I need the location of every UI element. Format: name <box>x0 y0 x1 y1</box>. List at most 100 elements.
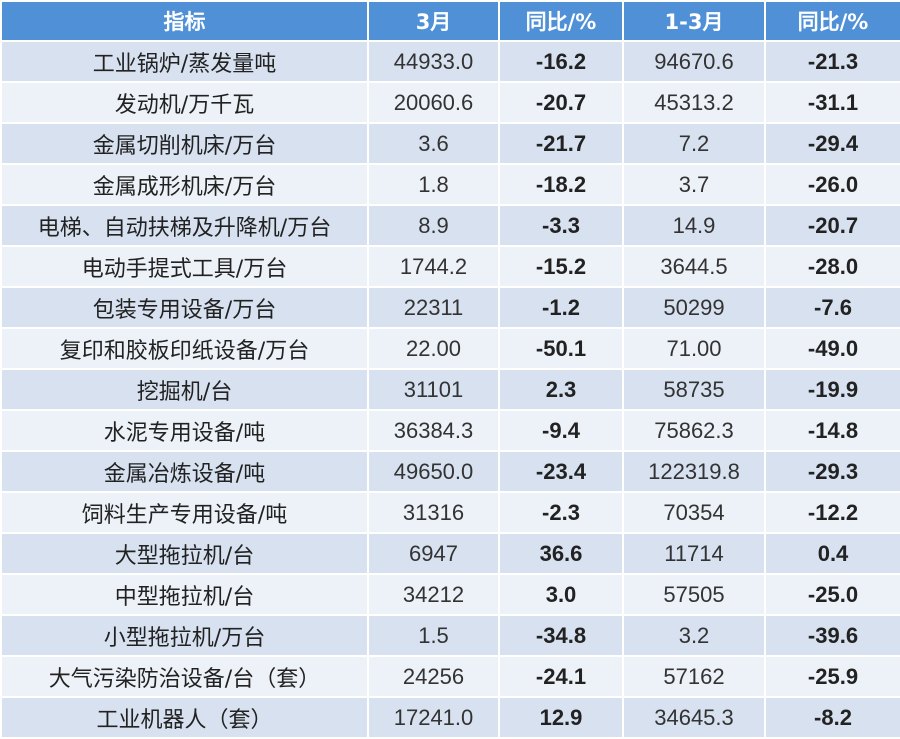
cell-march-yoy: -18.2 <box>498 163 624 206</box>
cell-indicator: 包装专用设备/万台 <box>0 286 369 329</box>
table-row: 发动机/万千瓦 20060.6 -20.7 45313.2 -31.1 <box>0 81 900 124</box>
table-row: 水泥专用设备/吨 36384.3 -9.4 75862.3 -14.8 <box>0 409 900 452</box>
cell-q1-yoy: -49.0 <box>764 327 900 370</box>
cell-indicator: 大气污染防治设备/台（套） <box>0 655 369 698</box>
cell-indicator: 挖掘机/台 <box>0 368 369 411</box>
cell-march: 24256 <box>367 655 500 698</box>
cell-indicator: 发动机/万千瓦 <box>0 81 369 124</box>
cell-march: 3.6 <box>367 122 500 165</box>
cell-march: 6947 <box>367 532 500 575</box>
cell-q1: 71.00 <box>622 327 766 370</box>
cell-q1: 45313.2 <box>622 81 766 124</box>
cell-march: 17241.0 <box>367 696 500 739</box>
cell-q1-yoy: -25.0 <box>764 573 900 616</box>
cell-q1-yoy: -8.2 <box>764 696 900 739</box>
cell-q1-yoy: -31.1 <box>764 81 900 124</box>
cell-march: 8.9 <box>367 204 500 247</box>
cell-march-yoy: -1.2 <box>498 286 624 329</box>
cell-march: 22311 <box>367 286 500 329</box>
cell-indicator: 水泥专用设备/吨 <box>0 409 369 452</box>
cell-indicator: 小型拖拉机/万台 <box>0 614 369 657</box>
cell-march: 34212 <box>367 573 500 616</box>
table-row: 复印和胶板印纸设备/万台 22.00 -50.1 71.00 -49.0 <box>0 327 900 370</box>
cell-q1: 122319.8 <box>622 450 766 493</box>
table-row: 包装专用设备/万台 22311 -1.2 50299 -7.6 <box>0 286 900 329</box>
header-q1: 1-3月 <box>622 0 766 42</box>
cell-march-yoy: -2.3 <box>498 491 624 534</box>
cell-indicator: 金属切削机床/万台 <box>0 122 369 165</box>
cell-march: 20060.6 <box>367 81 500 124</box>
cell-indicator: 饲料生产专用设备/吨 <box>0 491 369 534</box>
cell-march-yoy: 12.9 <box>498 696 624 739</box>
cell-q1-yoy: -25.9 <box>764 655 900 698</box>
cell-march: 1.8 <box>367 163 500 206</box>
cell-q1-yoy: -20.7 <box>764 204 900 247</box>
cell-indicator: 大型拖拉机/台 <box>0 532 369 575</box>
cell-q1: 70354 <box>622 491 766 534</box>
cell-q1: 3644.5 <box>622 245 766 288</box>
table-row: 金属切削机床/万台 3.6 -21.7 7.2 -29.4 <box>0 122 900 165</box>
cell-march-yoy: -20.7 <box>498 81 624 124</box>
cell-march-yoy: -34.8 <box>498 614 624 657</box>
cell-indicator: 金属成形机床/万台 <box>0 163 369 206</box>
cell-march-yoy: -24.1 <box>498 655 624 698</box>
cell-q1-yoy: -26.0 <box>764 163 900 206</box>
cell-q1: 14.9 <box>622 204 766 247</box>
table-row: 大气污染防治设备/台（套） 24256 -24.1 57162 -25.9 <box>0 655 900 698</box>
header-indicator: 指标 <box>0 0 369 42</box>
cell-indicator: 中型拖拉机/台 <box>0 573 369 616</box>
header-row: 指标 3月 同比/% 1-3月 同比/% <box>0 0 900 42</box>
cell-q1-yoy: -7.6 <box>764 286 900 329</box>
cell-march: 22.00 <box>367 327 500 370</box>
cell-march-yoy: -15.2 <box>498 245 624 288</box>
cell-indicator: 工业锅炉/蒸发量吨 <box>0 40 369 83</box>
cell-indicator: 金属冶炼设备/吨 <box>0 450 369 493</box>
cell-q1-yoy: -28.0 <box>764 245 900 288</box>
cell-march: 44933.0 <box>367 40 500 83</box>
cell-q1: 58735 <box>622 368 766 411</box>
cell-q1: 75862.3 <box>622 409 766 452</box>
cell-q1-yoy: -29.3 <box>764 450 900 493</box>
cell-march: 49650.0 <box>367 450 500 493</box>
cell-q1: 94670.6 <box>622 40 766 83</box>
header-march-yoy: 同比/% <box>498 0 624 42</box>
cell-march: 1.5 <box>367 614 500 657</box>
cell-indicator: 复印和胶板印纸设备/万台 <box>0 327 369 370</box>
cell-q1: 57162 <box>622 655 766 698</box>
cell-q1-yoy: -12.2 <box>764 491 900 534</box>
table-row: 大型拖拉机/台 6947 36.6 11714 0.4 <box>0 532 900 575</box>
cell-q1: 7.2 <box>622 122 766 165</box>
cell-q1: 3.2 <box>622 614 766 657</box>
cell-q1: 57505 <box>622 573 766 616</box>
table-row: 小型拖拉机/万台 1.5 -34.8 3.2 -39.6 <box>0 614 900 657</box>
table-body: 工业锅炉/蒸发量吨 44933.0 -16.2 94670.6 -21.3 发动机/万千瓦… <box>0 40 900 739</box>
cell-march-yoy: -50.1 <box>498 327 624 370</box>
header-march: 3月 <box>367 0 500 42</box>
table-row: 工业锅炉/蒸发量吨 44933.0 -16.2 94670.6 -21.3 <box>0 40 900 83</box>
cell-q1-yoy: -14.8 <box>764 409 900 452</box>
cell-march-yoy: -9.4 <box>498 409 624 452</box>
cell-march-yoy: -16.2 <box>498 40 624 83</box>
cell-q1: 34645.3 <box>622 696 766 739</box>
cell-march-yoy: -23.4 <box>498 450 624 493</box>
table-row: 饲料生产专用设备/吨 31316 -2.3 70354 -12.2 <box>0 491 900 534</box>
cell-march: 36384.3 <box>367 409 500 452</box>
table-row: 中型拖拉机/台 34212 3.0 57505 -25.0 <box>0 573 900 616</box>
cell-march-yoy: 2.3 <box>498 368 624 411</box>
cell-march-yoy: 3.0 <box>498 573 624 616</box>
cell-q1-yoy: -21.3 <box>764 40 900 83</box>
cell-indicator: 工业机器人（套） <box>0 696 369 739</box>
cell-march-yoy: -21.7 <box>498 122 624 165</box>
cell-march: 1744.2 <box>367 245 500 288</box>
cell-q1-yoy: -19.9 <box>764 368 900 411</box>
cell-q1-yoy: -39.6 <box>764 614 900 657</box>
cell-q1-yoy: -29.4 <box>764 122 900 165</box>
cell-march-yoy: -3.3 <box>498 204 624 247</box>
header-q1-yoy: 同比/% <box>764 0 900 42</box>
cell-indicator: 电动手提式工具/万台 <box>0 245 369 288</box>
cell-march: 31101 <box>367 368 500 411</box>
table-row: 电动手提式工具/万台 1744.2 -15.2 3644.5 -28.0 <box>0 245 900 288</box>
table-row: 电梯、自动扶梯及升降机/万台 8.9 -3.3 14.9 -20.7 <box>0 204 900 247</box>
cell-q1: 3.7 <box>622 163 766 206</box>
